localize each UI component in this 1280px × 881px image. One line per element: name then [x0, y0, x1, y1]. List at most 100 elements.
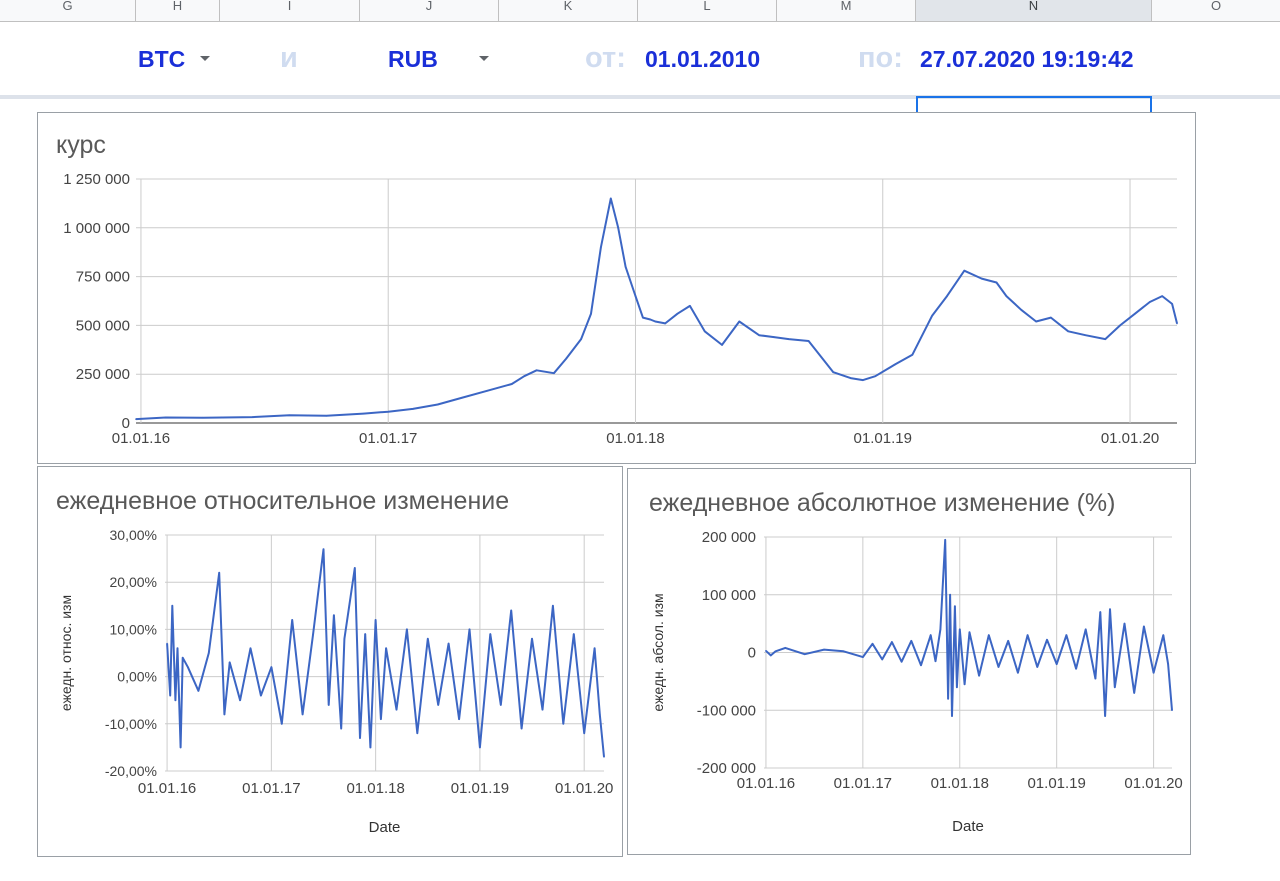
x-tick-label: 01.01.19: [451, 780, 509, 797]
to-date-cell[interactable]: 27.07.2020 19:19:42: [920, 46, 1134, 72]
column-header-g[interactable]: G: [0, 0, 136, 21]
to-currency-dropdown[interactable]: RUB: [388, 46, 438, 72]
column-header-k[interactable]: K: [499, 0, 638, 21]
data-point: [1065, 634, 1068, 636]
absolute-change-chart-panel[interactable]: ежедневное абсолютное изменение (%) 200 …: [627, 468, 1191, 855]
data-point: [1084, 628, 1087, 631]
data-point: [773, 336, 775, 338]
data-point: [862, 379, 864, 381]
from-date-cell[interactable]: 01.01.2010: [645, 46, 761, 72]
column-header-n[interactable]: N: [916, 0, 1152, 21]
y-tick-label: -10,00%: [105, 716, 157, 732]
column-header-o[interactable]: O: [1152, 0, 1280, 21]
data-point: [520, 727, 523, 730]
column-header-bar: G H I J K L M N O: [0, 0, 1280, 22]
data-point: [842, 650, 845, 653]
data-point: [1084, 334, 1087, 336]
data-point: [997, 666, 1000, 668]
data-point: [590, 312, 592, 315]
data-point: [963, 269, 966, 272]
x-tick-label: 01.01.19: [854, 430, 912, 447]
data-point: [164, 416, 167, 419]
data-point: [325, 414, 328, 417]
data-point: [437, 704, 440, 706]
data-point: [939, 628, 942, 631]
data-point: [436, 403, 439, 406]
column-header-i[interactable]: I: [220, 0, 360, 21]
data-point: [197, 689, 200, 692]
data-point: [1046, 638, 1048, 641]
data-point: [179, 746, 182, 749]
data-point: [228, 661, 231, 664]
relative-change-chart-panel[interactable]: ежедневное относительное изменение 30,00…: [37, 466, 623, 857]
data-point: [1167, 663, 1169, 665]
chevron-down-icon[interactable]: [200, 56, 210, 61]
column-letter: K: [563, 0, 573, 13]
data-point: [1020, 308, 1023, 311]
x-axis-label: Date: [952, 818, 984, 835]
data-point: [951, 715, 953, 717]
x-tick-label: 01.01.18: [931, 775, 989, 792]
column-header-j[interactable]: J: [360, 0, 499, 21]
data-point: [774, 650, 777, 653]
data-point: [312, 633, 314, 635]
data-point: [1162, 634, 1165, 636]
data-point: [721, 344, 723, 346]
data-point: [603, 756, 605, 758]
data-point: [910, 640, 913, 642]
data-point: [787, 338, 790, 340]
column-header-m[interactable]: M: [777, 0, 916, 21]
selected-cell-outline: [916, 96, 1152, 112]
data-point: [949, 593, 951, 596]
data-point: [874, 375, 877, 377]
y-tick-label: 100 000: [702, 587, 756, 604]
column-header-h[interactable]: H: [136, 0, 220, 21]
x-tick-label: 01.01.17: [359, 430, 417, 447]
data-point: [617, 227, 619, 229]
data-point: [395, 708, 398, 711]
data-point: [1171, 709, 1173, 712]
data-point: [891, 641, 893, 643]
data-point: [322, 548, 325, 550]
data-point: [649, 318, 652, 321]
data-point: [1109, 608, 1111, 610]
data-point: [174, 699, 177, 701]
data-point: [426, 638, 429, 640]
data-point: [406, 628, 408, 631]
chevron-down-icon[interactable]: [479, 56, 489, 61]
data-point: [353, 567, 356, 569]
data-point: [359, 737, 361, 739]
data-point: [988, 634, 990, 636]
data-point: [288, 414, 291, 416]
data-point: [583, 732, 585, 735]
data-point: [181, 656, 184, 659]
from-currency-dropdown[interactable]: BTC: [138, 46, 186, 72]
x-tick-label: 01.01.18: [606, 430, 664, 447]
data-point: [479, 746, 481, 749]
rate-chart-panel[interactable]: курс 1 250 000 1 000 000 750 000 500 000 250…: [37, 112, 1196, 464]
data-point: [995, 281, 998, 284]
data-point: [499, 704, 502, 706]
data-point: [565, 357, 568, 360]
column-header-l[interactable]: L: [638, 0, 777, 21]
data-point: [251, 416, 254, 418]
data-point: [301, 713, 304, 716]
data-point: [541, 708, 544, 711]
column-letter: O: [1210, 0, 1222, 13]
data-point: [784, 647, 787, 649]
data-point: [968, 631, 971, 634]
data-point: [447, 642, 450, 645]
data-point: [343, 638, 346, 640]
data-point: [1119, 324, 1121, 327]
column-letter: M: [840, 0, 852, 13]
data-point: [1104, 715, 1106, 717]
data-point: [333, 614, 335, 617]
data-point: [599, 713, 601, 716]
y-tick-label: -200 000: [697, 760, 756, 777]
data-point: [510, 609, 512, 612]
data-point: [412, 408, 414, 410]
data-point: [1099, 611, 1102, 613]
x-tick-label: 01.01.18: [346, 780, 404, 797]
chart-title: ежедневное относительное изменение: [56, 487, 510, 515]
